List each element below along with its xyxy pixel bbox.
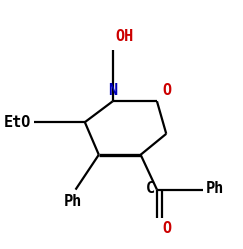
- Text: C: C: [146, 181, 155, 196]
- Text: O: O: [163, 221, 172, 236]
- Text: Ph: Ph: [64, 194, 82, 209]
- Text: EtO: EtO: [4, 115, 31, 130]
- Text: OH: OH: [115, 29, 133, 44]
- Text: Ph: Ph: [206, 181, 224, 196]
- Text: N: N: [108, 83, 117, 98]
- Text: O: O: [163, 83, 172, 98]
